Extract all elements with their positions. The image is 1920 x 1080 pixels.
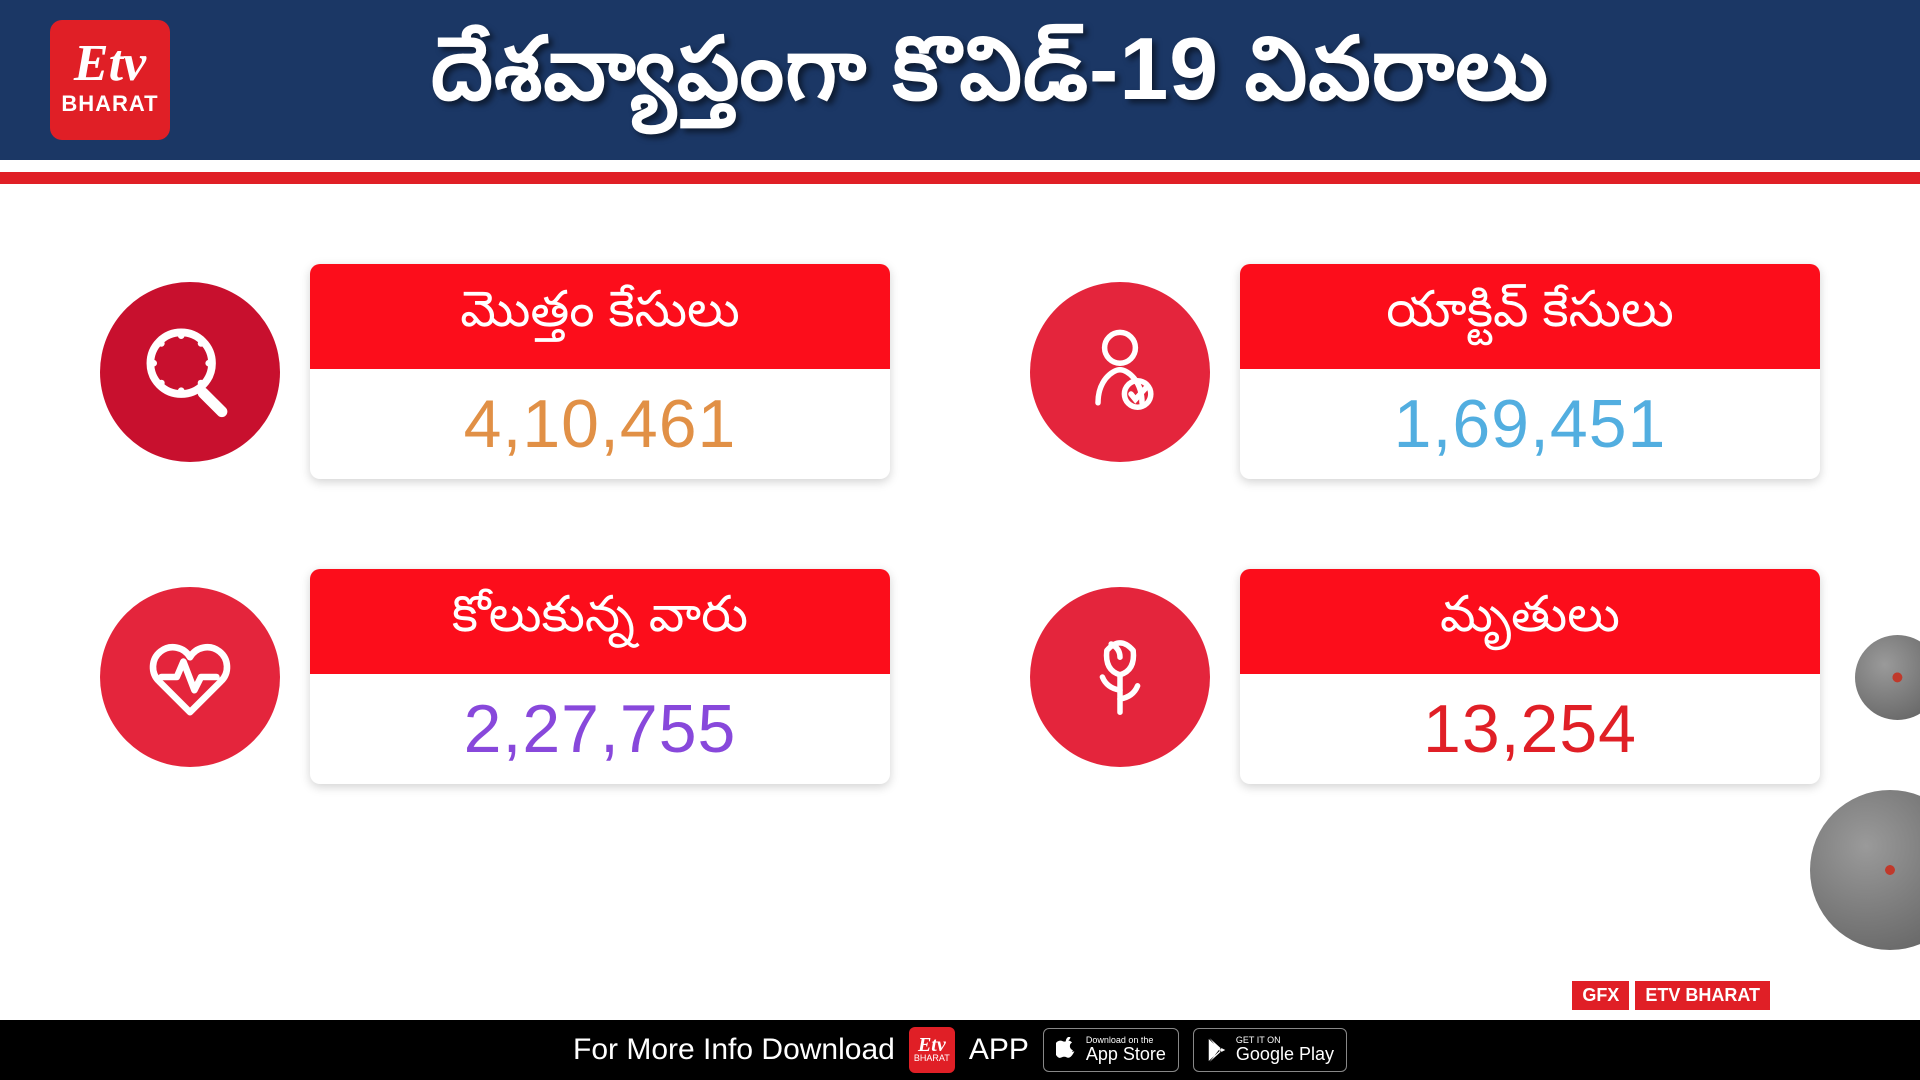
google-play-badge[interactable]: GET IT ON Google Play <box>1193 1028 1347 1072</box>
footer-brand-logo: Etv BHARAT <box>909 1027 955 1073</box>
virus-decoration-icon <box>1810 790 1920 950</box>
stat-label: మృతులు <box>1240 569 1820 674</box>
person-check-icon <box>1030 282 1210 462</box>
footer-app-text: APP <box>969 1033 1029 1067</box>
header-bar: Etv BHARAT దేశవ్యాప్తంగా కొవిడ్-19 వివరా… <box>0 0 1920 160</box>
brand-logo-sub: BHARAT <box>61 91 158 117</box>
stat-value: 13,254 <box>1240 674 1820 784</box>
footer-bar: For More Info Download Etv BHARAT APP Do… <box>0 1020 1920 1080</box>
heartbeat-icon <box>100 587 280 767</box>
stats-grid: మొత్తం కేసులు 4,10,461 యాక్టివ్ కేసులు 1… <box>0 184 1920 824</box>
app-store-badge[interactable]: Download on the App Store <box>1043 1028 1179 1072</box>
gfx-brand: ETV BHARAT <box>1635 981 1770 1010</box>
stat-card: యాక్టివ్ కేసులు 1,69,451 <box>1240 264 1820 479</box>
virus-magnifier-icon <box>100 282 280 462</box>
stat-card: కోలుకున్న వారు 2,27,755 <box>310 569 890 784</box>
brand-logo: Etv BHARAT <box>50 20 170 140</box>
stat-card: మొత్తం కేసులు 4,10,461 <box>310 264 890 479</box>
stat-card: మృతులు 13,254 <box>1240 569 1820 784</box>
stat-active-cases: యాక్టివ్ కేసులు 1,69,451 <box>1030 264 1820 479</box>
stat-label: కోలుకున్న వారు <box>310 569 890 674</box>
gfx-credit: GFX ETV BHARAT <box>1572 981 1770 1010</box>
header-accent-stripe <box>0 172 1920 184</box>
gfx-label: GFX <box>1572 981 1629 1010</box>
stat-recovered: కోలుకున్న వారు 2,27,755 <box>100 569 890 784</box>
brand-logo-script: Etv <box>74 43 146 85</box>
page-title: దేశవ్యాప్తంగా కొవిడ్-19 వివరాలు <box>210 18 1870 142</box>
appstore-big-text: App Store <box>1086 1045 1166 1065</box>
stat-total-cases: మొత్తం కేసులు 4,10,461 <box>100 264 890 479</box>
playstore-big-text: Google Play <box>1236 1045 1334 1065</box>
stat-value: 2,27,755 <box>310 674 890 784</box>
rose-icon <box>1030 587 1210 767</box>
stat-label: యాక్టివ్ కేసులు <box>1240 264 1820 369</box>
footer-lead-text: For More Info Download <box>573 1033 895 1067</box>
stat-value: 1,69,451 <box>1240 369 1820 479</box>
virus-decoration-icon <box>1855 635 1920 720</box>
stat-deaths: మృతులు 13,254 <box>1030 569 1820 784</box>
stat-value: 4,10,461 <box>310 369 890 479</box>
stat-label: మొత్తం కేసులు <box>310 264 890 369</box>
